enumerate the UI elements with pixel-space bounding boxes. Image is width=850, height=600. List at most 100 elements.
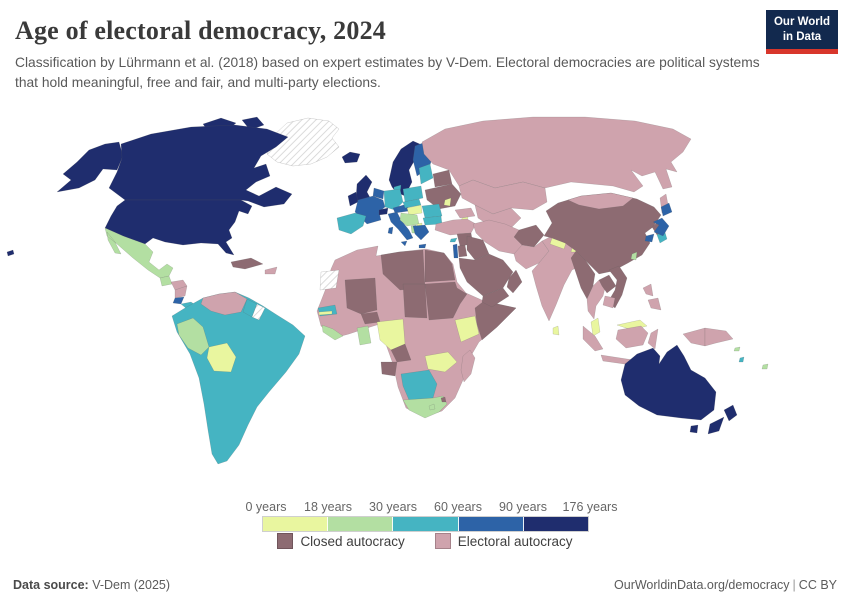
country-egypt[interactable] (424, 249, 456, 283)
legend-category-closed-autocracy[interactable]: Closed autocracy (277, 533, 405, 549)
country-fiji[interactable] (761, 363, 769, 370)
country-baltics[interactable] (418, 163, 434, 185)
country-vanuatu[interactable] (738, 356, 745, 363)
country-malaysia[interactable] (590, 317, 648, 337)
country-somalia[interactable] (474, 300, 517, 341)
country-greenland[interactable] (266, 117, 340, 167)
owid-logo-line2: in Data (782, 30, 822, 43)
country-belarus[interactable] (432, 169, 453, 188)
country-venezuela[interactable] (200, 291, 248, 316)
country-chad[interactable] (402, 283, 428, 319)
country-south-africa[interactable] (402, 395, 448, 419)
country-nicaragua[interactable] (174, 285, 188, 299)
country-costa-rica[interactable] (172, 296, 185, 305)
country-ireland[interactable] (347, 191, 359, 207)
country-mali[interactable] (344, 277, 378, 315)
country-indonesia-papua[interactable] (682, 327, 706, 347)
country-ukraine[interactable] (424, 183, 462, 210)
country-taiwan[interactable] (630, 251, 638, 261)
country-benelux[interactable] (372, 187, 385, 200)
country-canada[interactable] (108, 124, 293, 208)
country-jordan[interactable] (457, 244, 468, 258)
country-south-america-base[interactable] (171, 291, 306, 465)
legend-category-electoral-autocracy[interactable]: Electoral autocracy (434, 533, 573, 549)
country-papua-new-guinea[interactable] (704, 327, 734, 347)
legend-tick-2: 30 years (369, 500, 417, 514)
legend-categories: Closed autocracy Electoral autocracy (0, 533, 850, 549)
country-russia[interactable] (421, 116, 692, 214)
country-japan[interactable] (644, 202, 673, 243)
country-haiti-dr[interactable] (264, 266, 278, 275)
country-eswatini[interactable] (440, 396, 447, 403)
country-philippines[interactable] (642, 283, 662, 311)
country-madagascar[interactable] (460, 349, 476, 383)
country-thailand[interactable] (586, 279, 607, 320)
legend-color-bar[interactable] (262, 516, 589, 532)
country-hawaii[interactable] (6, 249, 15, 257)
country-mexico[interactable] (104, 227, 174, 279)
country-moldova[interactable] (443, 197, 452, 207)
country-turkey[interactable] (434, 218, 477, 236)
country-mongolia[interactable] (567, 192, 634, 210)
country-greece[interactable] (412, 224, 430, 249)
country-sri-lanka[interactable] (552, 325, 560, 336)
owid-logo-line1: Our World (773, 16, 830, 28)
electoral-autocracy-label: Electoral autocracy (457, 533, 573, 549)
country-saudi-arabia[interactable] (458, 253, 514, 297)
country-gambia[interactable] (318, 310, 333, 316)
country-lesotho[interactable] (428, 403, 436, 411)
country-gabon[interactable] (380, 361, 398, 377)
legend-tick-5: 176 years (562, 500, 618, 514)
legend-bin-18-30[interactable] (328, 517, 394, 531)
legend-bin-30-60[interactable] (393, 517, 459, 531)
country-sierra-leone-liberia[interactable] (321, 324, 344, 341)
country-spain-portugal[interactable] (336, 212, 367, 235)
legend-bin-90-176[interactable] (523, 517, 589, 531)
country-nigeria[interactable] (376, 318, 406, 351)
country-bolivia[interactable] (206, 342, 237, 373)
country-vietnam[interactable] (607, 265, 628, 309)
footer-separator: | (792, 578, 796, 592)
legend-bin-0-18[interactable] (263, 517, 329, 531)
country-hungary[interactable] (406, 204, 423, 216)
legend-tick-0: 0 years (245, 500, 287, 514)
world-choropleth-map[interactable] (5, 112, 845, 492)
country-yemen[interactable] (481, 287, 510, 308)
country-suriname[interactable] (251, 303, 266, 321)
country-poland[interactable] (402, 185, 424, 203)
country-cyprus[interactable] (449, 237, 458, 243)
owid-link[interactable]: OurWorldinData.org/democracy (614, 578, 790, 592)
country-guatemala[interactable] (159, 275, 173, 287)
country-laos[interactable] (598, 274, 617, 294)
country-cuba[interactable] (230, 257, 264, 270)
country-romania[interactable] (421, 203, 443, 219)
country-cambodia[interactable] (602, 295, 616, 309)
country-western-sahara[interactable] (319, 269, 340, 291)
data-source-value: V-Dem (2025) (88, 578, 171, 592)
chart-subtitle: Classification by Lührmann et al. (2018)… (15, 55, 760, 90)
license-link[interactable]: CC BY (798, 578, 837, 592)
country-australia[interactable] (620, 344, 717, 434)
country-italy[interactable] (387, 211, 414, 247)
closed-autocracy-swatch (277, 533, 294, 549)
country-ghana[interactable] (356, 325, 372, 346)
country-oman[interactable] (506, 269, 523, 294)
country-germany[interactable] (383, 188, 404, 211)
country-iceland[interactable] (341, 151, 361, 164)
country-israel[interactable] (452, 243, 459, 259)
country-caucasus[interactable] (454, 207, 476, 219)
owid-logo[interactable]: Our World in Data (766, 10, 838, 54)
country-new-zealand[interactable] (707, 404, 738, 435)
country-balkans-west[interactable] (399, 212, 420, 227)
country-sudan[interactable] (424, 281, 468, 321)
country-zambia-malawi[interactable] (424, 351, 458, 373)
country-switzerland[interactable] (378, 207, 389, 216)
legend-bin-60-90[interactable] (458, 517, 524, 531)
country-solomon-islands[interactable] (733, 346, 741, 352)
country-kazakhstan[interactable] (458, 179, 548, 215)
country-cameroon[interactable] (390, 343, 412, 363)
country-kenya[interactable] (454, 315, 480, 343)
country-alaska[interactable] (56, 141, 124, 193)
country-peru[interactable] (176, 317, 210, 356)
